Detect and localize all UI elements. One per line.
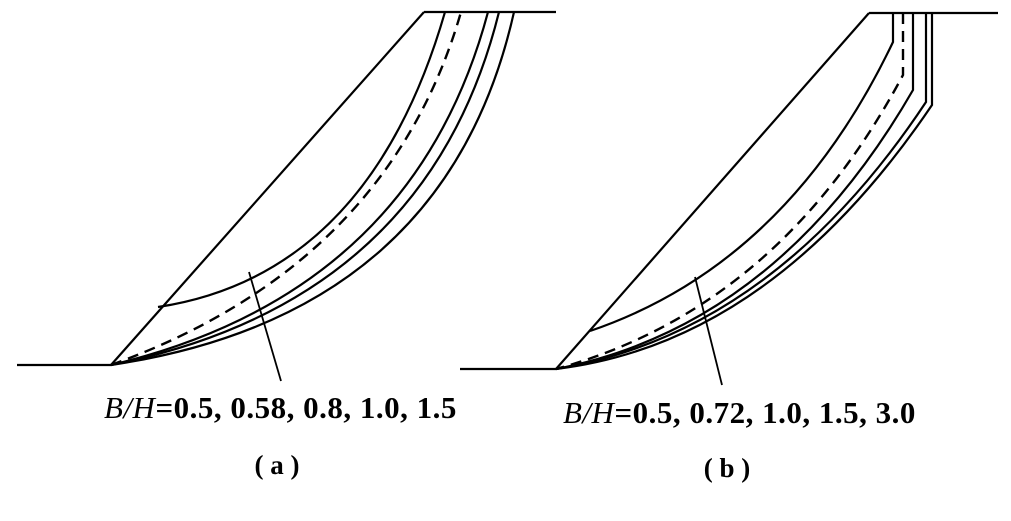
fig-a-slip-surface-bh-0.5	[157, 11, 447, 309]
fig-a-slip-surface-bh-0.8	[110, 11, 490, 367]
fig-b-leader-line	[694, 276, 723, 386]
fig-a-bh-values: =0.5, 0.58, 0.8, 1.0, 1.5	[155, 390, 457, 425]
fig-b-slip-surface-bh-0.5	[589, 13, 895, 333]
fig-a-slip-surface-bh-1.0	[110, 11, 501, 367]
fig-b-slip-surface-bh-0.72-dashed	[555, 13, 905, 371]
fig-b-slope-face-line	[555, 12, 870, 370]
figure-a-linework	[17, 10, 556, 382]
fig-a-caption: ( a )	[254, 450, 300, 480]
fig-a-leader-line	[248, 271, 282, 382]
fig-b-bh-values: =0.5, 0.72, 1.0, 1.5, 3.0	[614, 395, 916, 430]
fig-b-slip-surface-bh-1.5	[555, 13, 928, 371]
fig-a-bh-variable: B/H	[104, 390, 156, 425]
fig-a-slip-surface-bh-0.58-dashed	[110, 11, 463, 367]
fig-b-slip-surface-bh-1.0	[555, 13, 915, 371]
fig-a-slip-surface-bh-1.5	[110, 11, 516, 367]
fig-a-bh-label: B/H=0.5, 0.58, 0.8, 1.0, 1.5	[104, 390, 457, 426]
figure-b-linework	[460, 11, 998, 386]
fig-b-caption: ( b )	[703, 453, 751, 483]
fig-b-bh-label: B/H=0.5, 0.72, 1.0, 1.5, 3.0	[563, 395, 916, 431]
fig-b-slip-surface-bh-3.0	[555, 13, 934, 371]
fig-b-bh-variable: B/H	[563, 395, 615, 430]
